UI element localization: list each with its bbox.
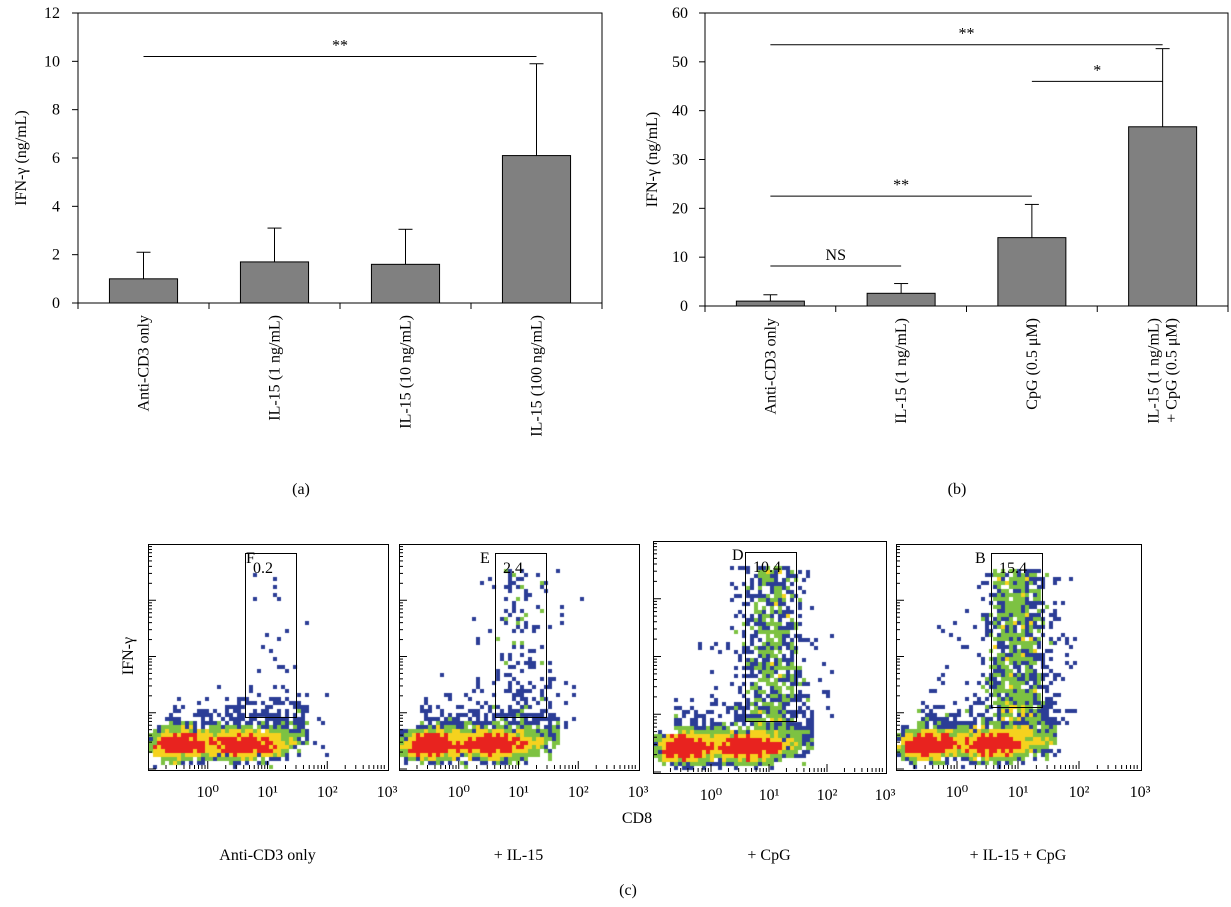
y-tick-label: 50 — [672, 54, 688, 71]
significance-label: NS — [826, 247, 846, 264]
y-tick-label: 10 — [672, 249, 688, 266]
x-tick-label: 10² — [1069, 784, 1090, 801]
x-tick-label: 10⁰ — [448, 784, 470, 801]
x-tick-label: 10¹ — [257, 784, 278, 801]
condition-label: + CpG — [747, 847, 791, 864]
y-tick-label: 0 — [52, 295, 60, 312]
x-tick-label: 10¹ — [508, 784, 529, 801]
panel-caption: (b) — [948, 481, 967, 498]
condition-label: Anti-CD3 only — [219, 847, 316, 864]
x-tick-label: 10³ — [628, 784, 649, 801]
quadrant-letter: F — [246, 550, 255, 567]
significance-label: ** — [893, 177, 909, 194]
x-tick-label: 10² — [817, 787, 838, 804]
y-tick-label: 4 — [52, 198, 60, 215]
bar — [997, 237, 1067, 307]
bar — [239, 261, 310, 304]
bar — [866, 292, 936, 307]
category-label: + CpG (0.5 μM) — [1164, 318, 1181, 423]
x-tick-label: 10⁰ — [700, 787, 722, 804]
condition-label: + IL-15 + CpG — [969, 847, 1067, 864]
flow-x-axis-label: CD8 — [622, 810, 652, 827]
y-tick-label: 30 — [672, 152, 688, 169]
x-tick-label: 10³ — [377, 784, 398, 801]
bar — [370, 263, 441, 304]
bar-chart-a: 0 2 4 6 8 10 12 IFN-γ (ng/mL) Anti-CD3 only IL-15… — [13, 5, 603, 498]
y-tick-label: 8 — [52, 102, 60, 119]
quadrant-letter: B — [975, 550, 986, 567]
y-tick-label: 6 — [52, 150, 60, 167]
significance-label: * — [1093, 62, 1101, 79]
y-tick-label: 2 — [52, 247, 60, 264]
bar — [108, 278, 179, 304]
condition-label: + IL-15 — [493, 847, 544, 864]
y-tick-label: 0 — [680, 298, 688, 315]
x-tick-label: 10² — [317, 784, 338, 801]
panel-caption: (c) — [619, 882, 637, 899]
category-label: CpG (0.5 μM) — [1024, 318, 1041, 410]
y-tick-label: 20 — [672, 200, 688, 217]
y-tick-label: 60 — [672, 5, 688, 22]
quadrant-letter: E — [480, 550, 490, 567]
x-tick-label: 10⁰ — [197, 784, 219, 801]
flow-plot-b: 15.4 B — [896, 544, 1142, 771]
bar — [735, 300, 805, 307]
flow-plot-f: 0.2 F — [148, 544, 389, 771]
x-tick-label: 10³ — [875, 787, 896, 804]
bar-charts: 0 2 4 6 8 10 12 IFN-γ (ng/mL) Anti-CD3 only IL-15… — [13, 5, 1229, 498]
y-axis-label: IFN-γ (ng/mL) — [644, 112, 661, 208]
x-tick-label: 10¹ — [1008, 784, 1029, 801]
category-label: IL-15 (1 ng/mL) — [893, 318, 910, 424]
gate-percent: 10.4 — [753, 559, 781, 576]
flow-y-axis-label: IFN-γ — [120, 637, 137, 675]
category-label: IL-15 (1 ng/mL) — [1146, 318, 1163, 424]
density-dots — [149, 545, 388, 770]
gate-percent: 2.4 — [503, 560, 523, 577]
bar — [1128, 126, 1198, 307]
x-tick-label: 10⁰ — [946, 784, 968, 801]
significance-label: ** — [332, 38, 348, 55]
bar — [501, 155, 572, 304]
category-label: IL-15 (10 ng/mL) — [398, 315, 415, 429]
category-label: Anti-CD3 only — [136, 315, 153, 411]
density-dots — [654, 542, 886, 773]
x-tick-label: 10² — [568, 784, 589, 801]
density-dots — [897, 545, 1141, 770]
bar-chart-b: 0 10 20 30 40 50 60 IFN-γ (ng/mL) Anti-CD3 only I… — [644, 5, 1229, 498]
x-tick-label: 10¹ — [759, 787, 780, 804]
quadrant-letter: D — [732, 547, 744, 564]
flow-plot-e: 2.4 E — [399, 544, 640, 771]
gate-percent: 15.4 — [999, 560, 1027, 577]
gate-box — [991, 553, 1043, 708]
x-tick-label: 10³ — [1130, 784, 1151, 801]
panel-caption: (a) — [292, 481, 310, 498]
significance-label: ** — [959, 26, 975, 43]
gate-box — [745, 552, 797, 722]
y-tick-label: 10 — [44, 53, 60, 70]
density-dots — [400, 545, 639, 770]
category-label: Anti-CD3 only — [762, 318, 779, 414]
category-label: IL-15 (1 ng/mL) — [267, 315, 284, 421]
y-axis-label: IFN-γ (ng/mL) — [13, 110, 30, 206]
y-tick-label: 40 — [672, 103, 688, 120]
flow-plot-d: 10.4 D — [653, 541, 887, 774]
gate-box — [495, 553, 547, 718]
gate-box — [245, 553, 297, 718]
y-tick-label: 12 — [44, 5, 60, 22]
category-label: IL-15 (100 ng/mL) — [529, 315, 546, 437]
gate-percent: 0.2 — [253, 560, 273, 577]
